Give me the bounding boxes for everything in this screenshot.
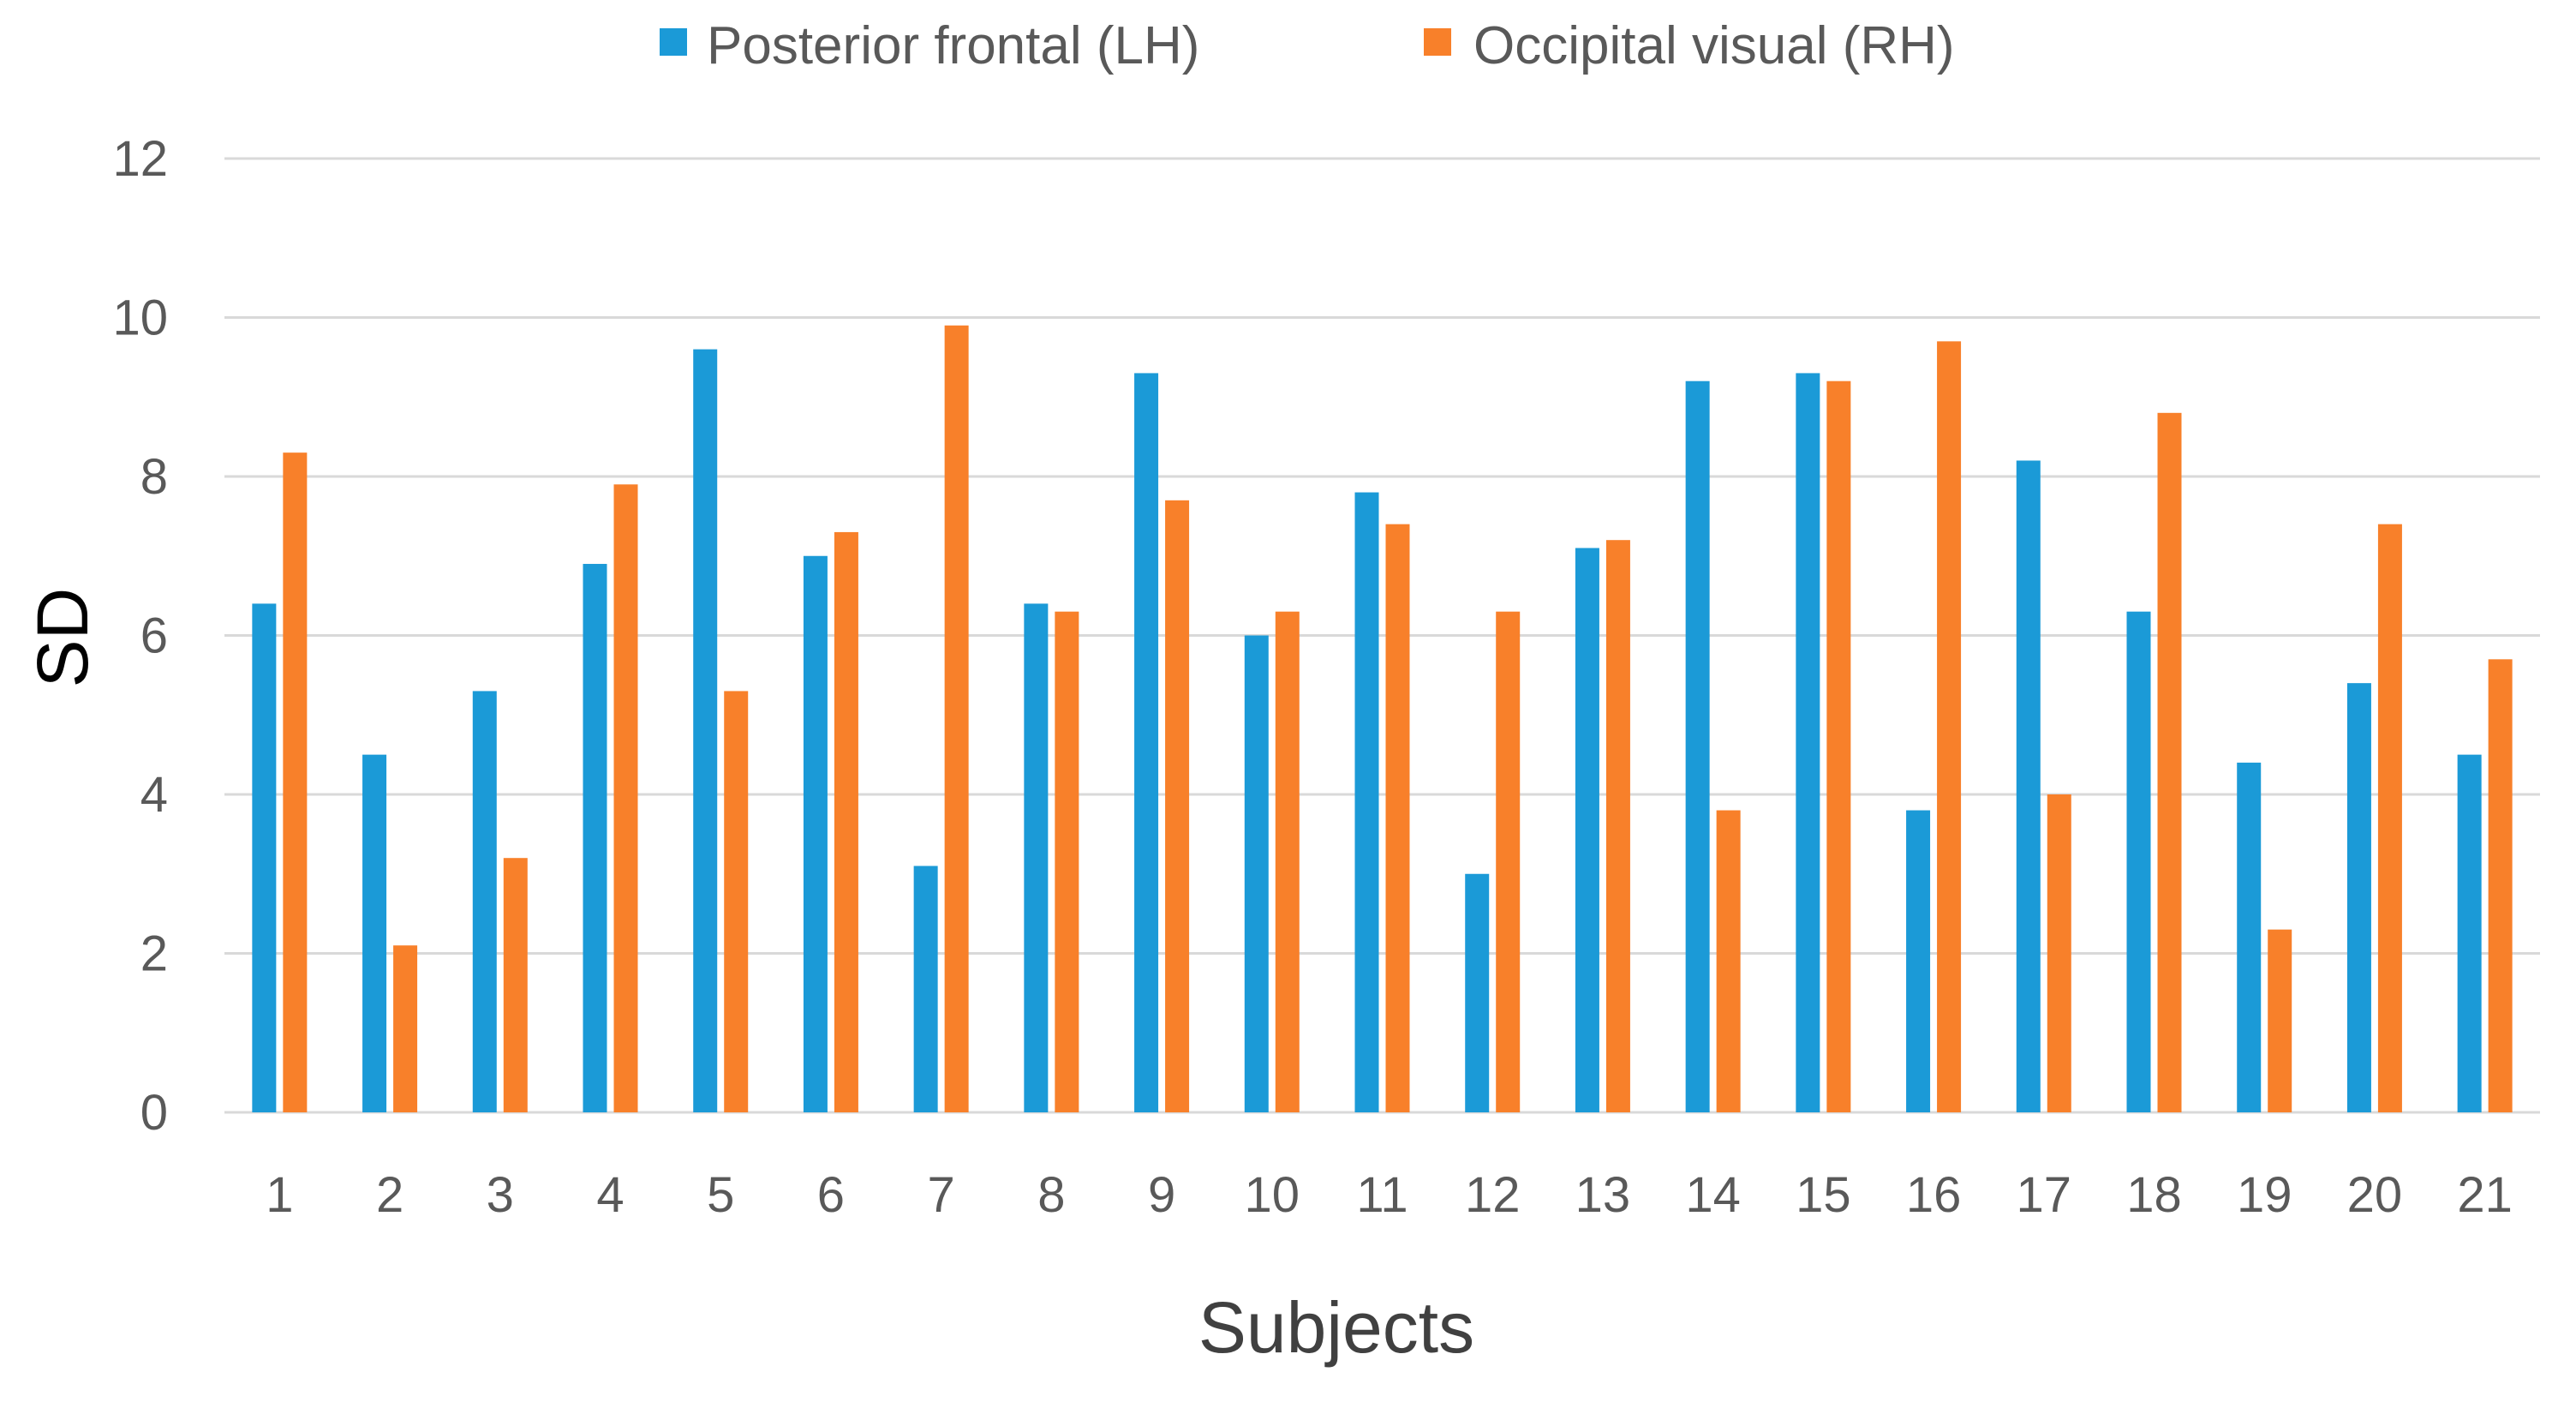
x-tick-label: 7 <box>928 1167 955 1223</box>
bar-occipital-visual-subject-6 <box>834 531 858 1112</box>
y-axis-title: SD <box>22 588 103 688</box>
bar-posterior-frontal-subject-2 <box>362 754 387 1112</box>
legend: Posterior frontal (LH) Occipital visual … <box>660 16 1955 75</box>
bar-posterior-frontal-subject-19 <box>2237 762 2262 1112</box>
bar-occipital-visual-subject-13 <box>1605 540 1630 1112</box>
x-tick-label: 12 <box>1465 1167 1521 1223</box>
x-tick-label: 18 <box>2126 1167 2182 1223</box>
bar-posterior-frontal-subject-20 <box>2346 683 2371 1112</box>
legend-label-posterior-frontal: Posterior frontal (LH) <box>707 16 1199 75</box>
y-tick-label: 2 <box>140 926 168 982</box>
y-axis-ticks: 0 2 4 6 8 10 12 <box>112 131 168 1141</box>
x-tick-label: 2 <box>376 1167 403 1223</box>
legend-swatch-occipital-visual <box>1424 28 1451 56</box>
y-tick-label: 6 <box>140 608 168 664</box>
bar-posterior-frontal-subject-21 <box>2457 754 2482 1112</box>
legend-label-occipital-visual: Occipital visual (RH) <box>1473 16 1955 75</box>
x-tick-label: 9 <box>1148 1167 1175 1223</box>
bar-posterior-frontal-subject-7 <box>913 866 938 1112</box>
x-tick-label: 19 <box>2237 1167 2292 1223</box>
bar-occipital-visual-subject-20 <box>2377 524 2402 1112</box>
bar-posterior-frontal-subject-5 <box>693 349 718 1113</box>
bar-posterior-frontal-subject-13 <box>1575 548 1599 1112</box>
bar-occipital-visual-subject-21 <box>2488 659 2513 1112</box>
bar-posterior-frontal-subject-15 <box>1796 373 1820 1112</box>
bar-occipital-visual-subject-11 <box>1385 524 1410 1112</box>
gridlines <box>224 157 2540 1114</box>
x-tick-label: 13 <box>1575 1167 1631 1223</box>
bar-occipital-visual-subject-14 <box>1716 810 1741 1112</box>
bar-posterior-frontal-subject-9 <box>1134 373 1159 1112</box>
x-tick-label: 20 <box>2347 1167 2403 1223</box>
x-tick-label: 1 <box>266 1167 293 1223</box>
bar-posterior-frontal-subject-16 <box>1906 810 1931 1112</box>
bar-occipital-visual-subject-7 <box>944 325 969 1112</box>
y-tick-label: 12 <box>112 131 168 187</box>
x-tick-label: 8 <box>1037 1167 1065 1223</box>
bar-occipital-visual-subject-4 <box>613 484 638 1112</box>
x-tick-label: 17 <box>2017 1167 2072 1223</box>
bar-occipital-visual-subject-9 <box>1165 500 1190 1112</box>
bar-occipital-visual-subject-5 <box>724 691 749 1112</box>
bar-posterior-frontal-subject-1 <box>252 603 277 1112</box>
x-axis-title: Subjects <box>1198 1287 1474 1368</box>
bar-posterior-frontal-subject-12 <box>1465 873 1490 1112</box>
x-tick-label: 11 <box>1356 1167 1408 1223</box>
bar-posterior-frontal-subject-8 <box>1024 603 1049 1112</box>
bar-occipital-visual-subject-12 <box>1496 611 1521 1112</box>
bar-posterior-frontal-subject-6 <box>803 555 828 1112</box>
bar-occipital-visual-subject-19 <box>2268 929 2292 1112</box>
bar-occipital-visual-subject-10 <box>1275 611 1300 1112</box>
bar-posterior-frontal-subject-10 <box>1244 635 1269 1112</box>
bars <box>252 325 2513 1113</box>
x-tick-label: 4 <box>596 1167 624 1223</box>
x-axis-ticks: 1 2 3 4 5 6 7 8 9 10 11 12 13 14 15 16 17 18 19 20 21 <box>266 1167 2513 1223</box>
y-tick-label: 10 <box>112 291 168 346</box>
x-tick-label: 15 <box>1796 1167 1851 1223</box>
x-tick-label: 14 <box>1685 1167 1741 1223</box>
y-tick-label: 8 <box>140 449 168 505</box>
x-tick-label: 6 <box>817 1167 845 1223</box>
bar-occipital-visual-subject-16 <box>1937 341 1962 1112</box>
bar-occipital-visual-subject-15 <box>1826 380 1851 1112</box>
bar-posterior-frontal-subject-14 <box>1685 380 1710 1112</box>
x-tick-label: 3 <box>487 1167 514 1223</box>
bar-occipital-visual-subject-3 <box>503 858 528 1112</box>
bar-posterior-frontal-subject-18 <box>2126 611 2151 1112</box>
x-tick-label: 10 <box>1245 1167 1300 1223</box>
bar-posterior-frontal-subject-17 <box>2016 460 2041 1112</box>
bar-occipital-visual-subject-17 <box>2047 794 2071 1112</box>
legend-swatch-posterior-frontal <box>660 28 687 56</box>
bar-occipital-visual-subject-1 <box>283 452 308 1112</box>
bar-occipital-visual-subject-8 <box>1055 611 1079 1112</box>
y-tick-label: 4 <box>140 767 168 823</box>
x-tick-label: 16 <box>1906 1167 1962 1223</box>
bar-posterior-frontal-subject-4 <box>583 564 607 1112</box>
bar-occipital-visual-subject-2 <box>393 945 418 1112</box>
bar-occipital-visual-subject-18 <box>2157 412 2182 1112</box>
y-tick-label: 0 <box>140 1085 168 1141</box>
bar-posterior-frontal-subject-11 <box>1354 492 1379 1112</box>
x-tick-label: 21 <box>2457 1167 2513 1223</box>
x-tick-label: 5 <box>707 1167 734 1223</box>
bar-posterior-frontal-subject-3 <box>472 691 497 1112</box>
